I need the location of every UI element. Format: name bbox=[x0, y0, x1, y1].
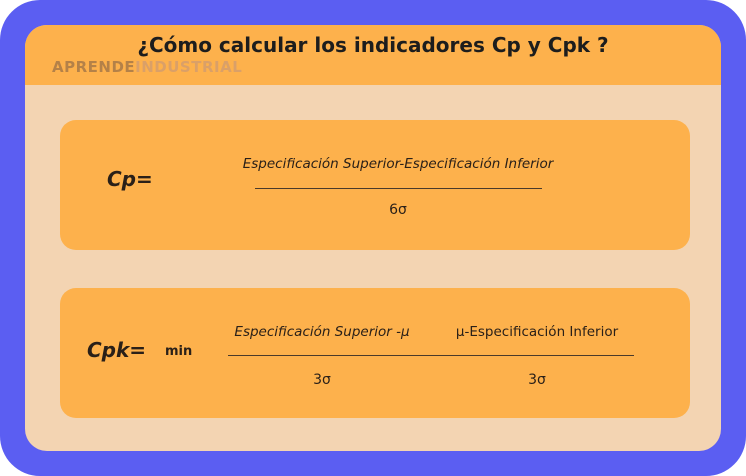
card: ¿Cómo calcular los indicadores Cp y Cpk … bbox=[25, 25, 721, 451]
fraction-line bbox=[255, 188, 542, 189]
fraction-line bbox=[228, 355, 634, 356]
numerator: μ-Especificación Inferior bbox=[455, 324, 619, 340]
cp-box: Cp= Especificación Superior-Especificaci… bbox=[60, 120, 690, 250]
header: ¿Cómo calcular los indicadores Cp y Cpk … bbox=[25, 25, 721, 85]
denominator: 3σ bbox=[313, 372, 331, 388]
watermark: APRENDEINDUSTRIAL bbox=[52, 58, 242, 76]
title: ¿Cómo calcular los indicadores Cp y Cpk … bbox=[137, 33, 609, 57]
cpk-box: Cpk= min Especificación Superior -μ μ-Es… bbox=[60, 288, 690, 418]
formula-label: Cpk= bbox=[87, 338, 147, 362]
numerator: Especificación Superior-Especificación I… bbox=[242, 156, 554, 172]
denominator: 3σ bbox=[528, 372, 546, 388]
min-label: min bbox=[165, 344, 193, 359]
watermark-part: APRENDE bbox=[52, 58, 136, 76]
numerator: Especificación Superior -μ bbox=[234, 324, 410, 340]
watermark-part: INDUSTRIAL bbox=[135, 58, 243, 76]
formula-label: Cp= bbox=[107, 167, 153, 191]
denominator: 6σ bbox=[389, 202, 407, 218]
